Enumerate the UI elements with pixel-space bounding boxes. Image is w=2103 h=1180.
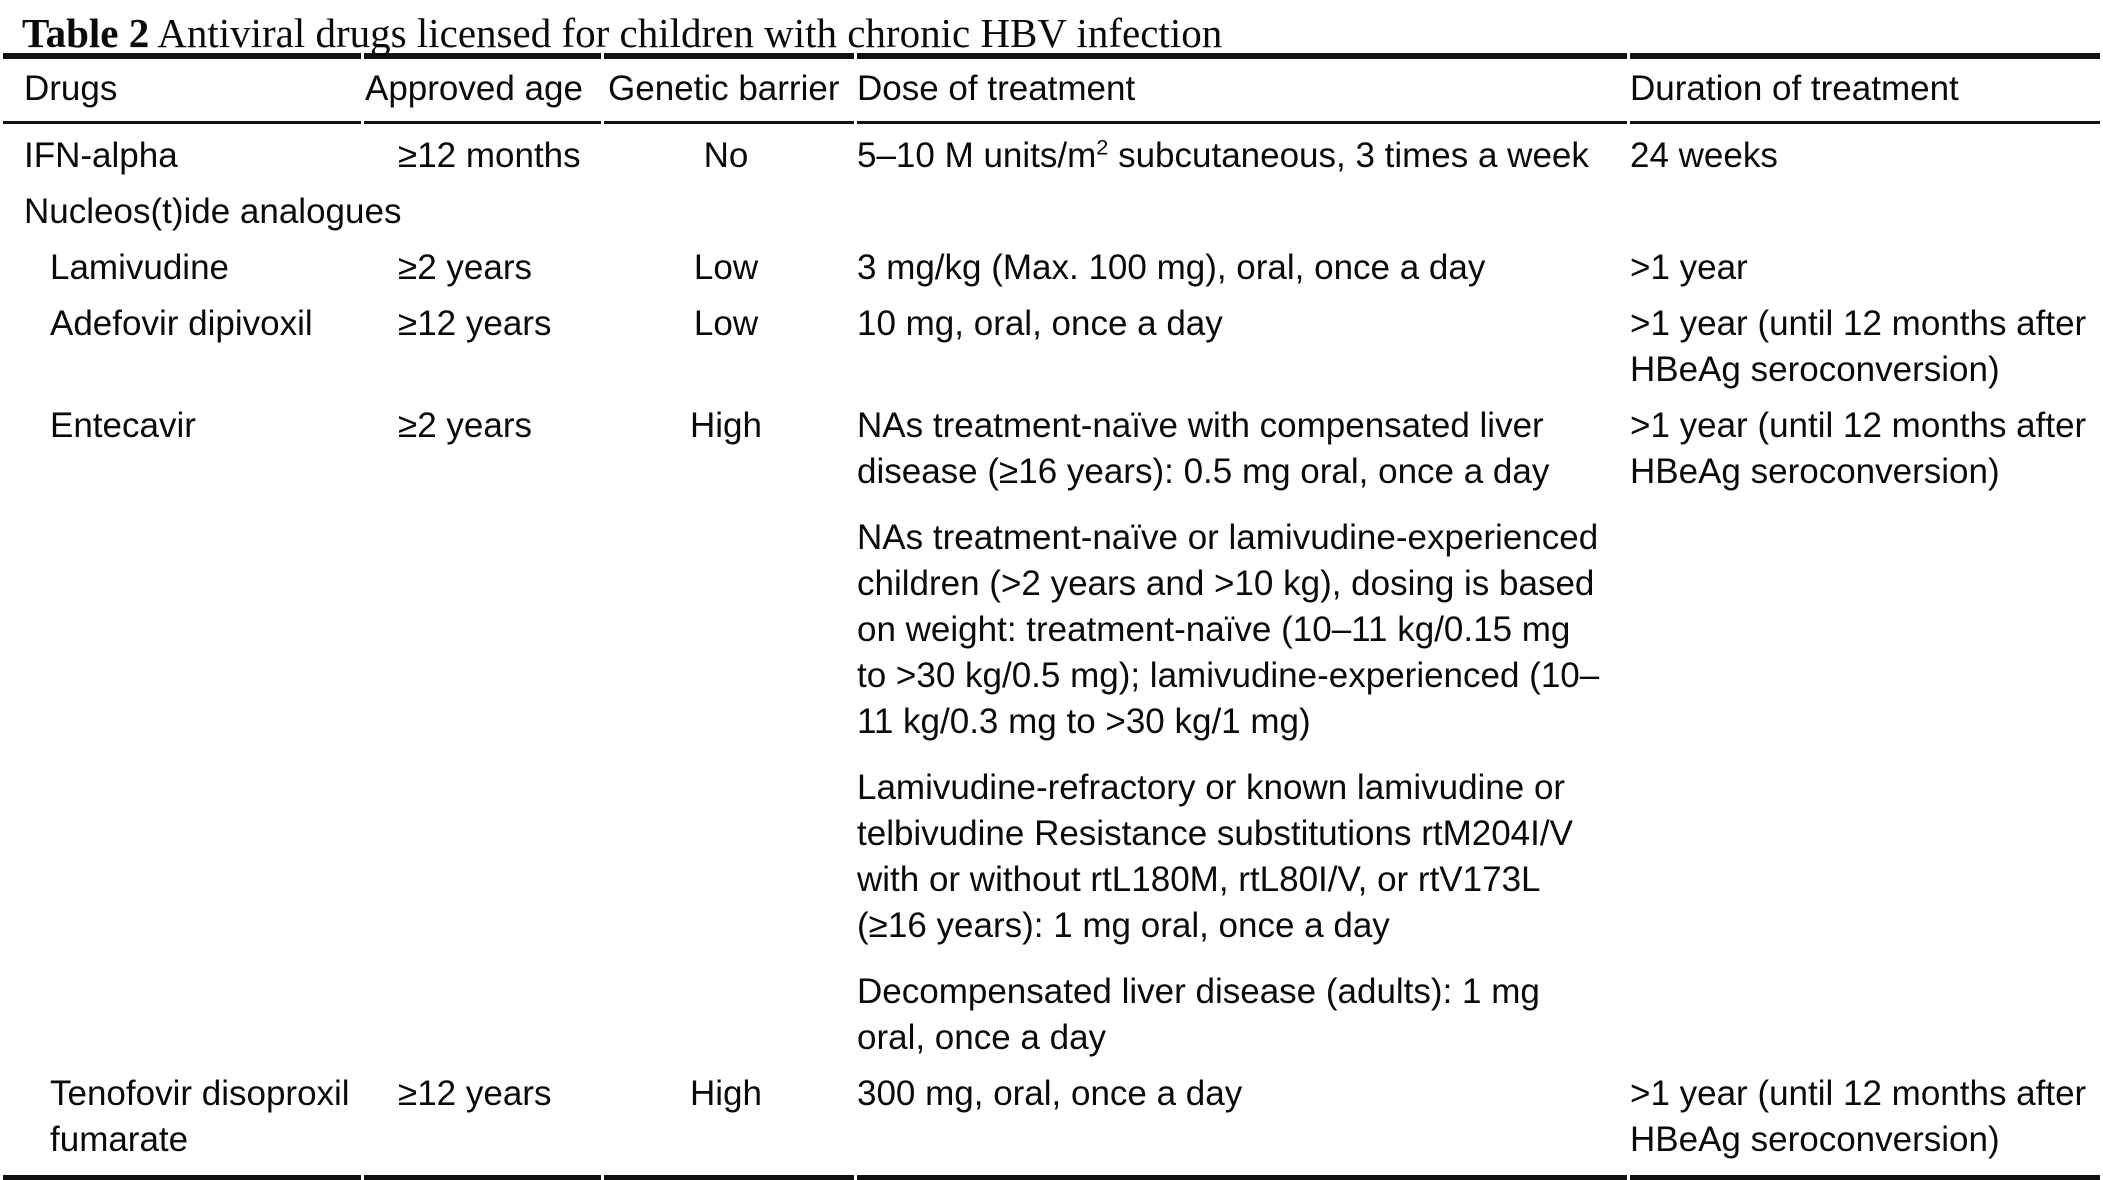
drug-row: Lamivudine ≥2 years Low 3 mg/kg (Max. 100 m… <box>3 240 2100 296</box>
dose-paragraph: Lamivudine-refractory or known lamivudin… <box>857 768 1573 945</box>
column-header-drugs: Drugs <box>3 53 361 124</box>
header-row: Drugs Approved age Genetic barrier Dose … <box>3 53 2100 124</box>
cell-duration: >1 year (until 12 months after HBeAg ser… <box>1630 304 2087 389</box>
cell-drug-name: Adefovir dipivoxil <box>50 304 313 343</box>
cell-dose: 5–10 M units/m2 subcutaneous, 3 times a … <box>857 124 1627 184</box>
dose-paragraph: NAs treatment-naïve with compensated liv… <box>857 406 1550 491</box>
dose-paragraph: 10 mg, oral, once a day <box>857 304 1223 343</box>
cell-drug-name: Tenofovir disoproxil fumarate <box>3 1066 361 1180</box>
drug-row: Entecavir ≥2 years High NAs treatment-naïve… <box>3 398 2100 1066</box>
cell-genetic-barrier: Low <box>693 248 759 287</box>
cell-genetic-barrier: Low <box>693 304 759 343</box>
dose-paragraph: 5–10 M units/m2 subcutaneous, 3 times a … <box>857 134 1589 175</box>
superscript: 2 <box>1096 134 1109 160</box>
cell-approved-age: ≥12 years <box>398 304 552 343</box>
dose-paragraph: NAs treatment-naïve or lamivudine-experi… <box>857 518 1600 741</box>
dose-paragraph: Decompensated liver disease (adults): 1 … <box>857 972 1540 1057</box>
column-header-duration: Duration of treatment <box>1630 53 2100 124</box>
cell-duration: >1 year <box>1630 248 1748 287</box>
cell-dose: 300 mg, oral, once a day <box>857 1066 1627 1180</box>
column-header-genetic-barrier: Genetic barrier <box>604 53 854 124</box>
column-header-dose: Dose of treatment <box>857 53 1627 124</box>
cell-duration: >1 year (until 12 months after HBeAg ser… <box>1630 1066 2100 1180</box>
dose-paragraph: 300 mg, oral, once a day <box>857 1074 1243 1113</box>
dose-paragraph: 3 mg/kg (Max. 100 mg), oral, once a day <box>857 248 1486 287</box>
drug-row: Adefovir dipivoxil ≥12 years Low 10 mg, ora… <box>3 296 2100 398</box>
table-header: Drugs Approved age Genetic barrier Dose … <box>3 53 2100 124</box>
cell-approved-age: ≥2 years <box>398 406 532 445</box>
cell-drug-name: Lamivudine <box>50 248 229 287</box>
cell-drug-name: IFN-alpha <box>24 136 178 175</box>
table-caption: Antiviral drugs licensed for children wi… <box>157 10 1223 56</box>
cell-dose: 3 mg/kg (Max. 100 mg), oral, once a day <box>857 240 1627 296</box>
cell-duration: >1 year (until 12 months after HBeAg ser… <box>1630 406 2087 491</box>
section-row: Nucleos(t)ide analogues <box>3 184 2100 240</box>
cell-genetic-barrier: High <box>604 1066 854 1180</box>
drug-row: Tenofovir disoproxil fumarate ≥12 years Hi… <box>3 1066 2100 1180</box>
cell-approved-age: ≥12 months <box>398 136 581 175</box>
cell-dose: NAs treatment-naïve with compensated liv… <box>857 398 1627 1066</box>
drug-row: IFN-alpha ≥12 months No 5–10 M units/m2 sub… <box>3 124 2100 184</box>
cell-approved-age: ≥2 years <box>398 248 532 287</box>
table-body: IFN-alpha ≥12 months No 5–10 M units/m2 sub… <box>3 124 2100 1180</box>
antiviral-drugs-table: Drugs Approved age Genetic barrier Dose … <box>0 53 2103 1180</box>
cell-approved-age: ≥12 years <box>364 1066 601 1180</box>
cell-section-label: Nucleos(t)ide analogues <box>24 192 402 231</box>
table-number-label: Table 2 <box>22 10 150 56</box>
table-title: Table 2 Antiviral drugs licensed for chi… <box>0 0 2103 56</box>
cell-drug-name: Entecavir <box>50 406 196 445</box>
column-header-approved-age: Approved age <box>364 53 601 124</box>
cell-dose: 10 mg, oral, once a day <box>857 296 1627 398</box>
cell-genetic-barrier: No <box>703 136 749 175</box>
cell-genetic-barrier: High <box>690 406 762 445</box>
cell-duration: 24 weeks <box>1630 136 1778 175</box>
